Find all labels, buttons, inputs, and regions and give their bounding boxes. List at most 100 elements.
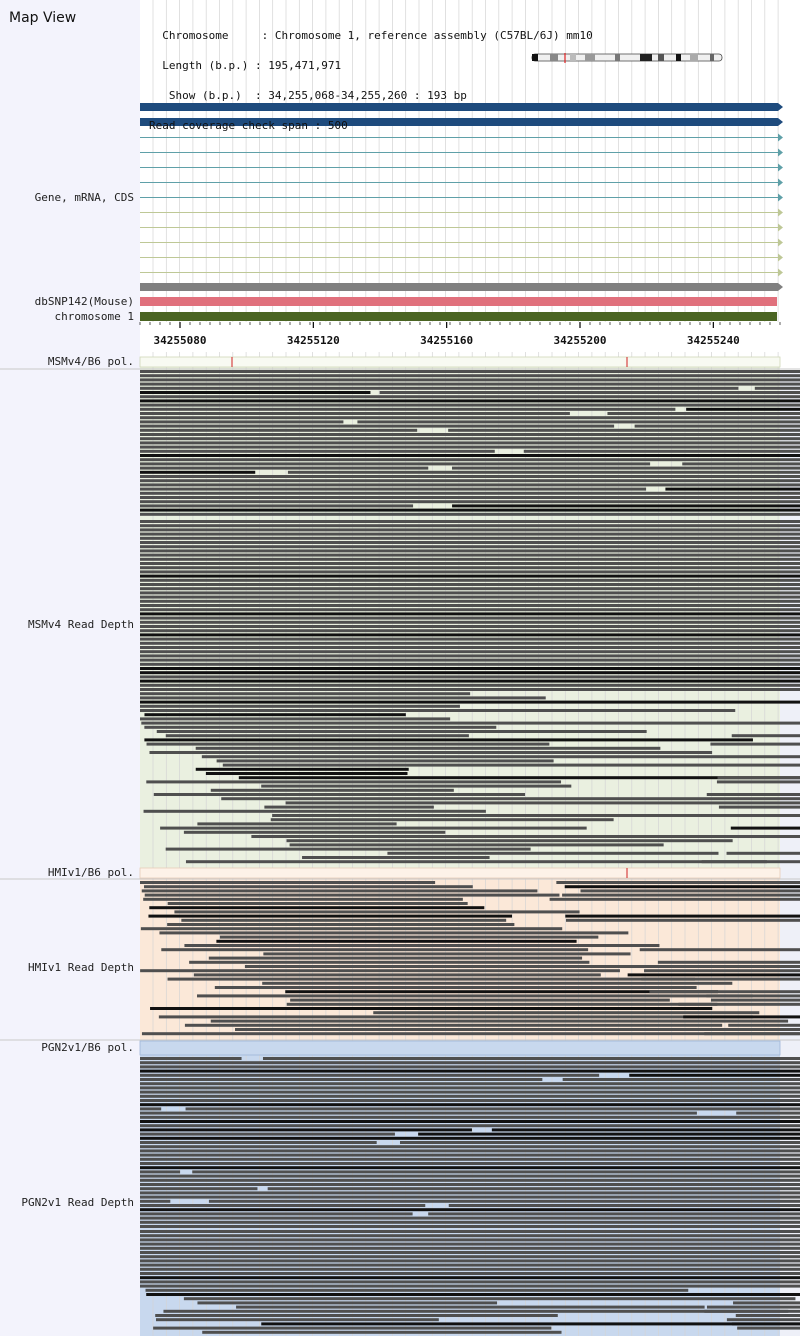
msm-top-read bbox=[140, 433, 800, 436]
msm-top-read bbox=[452, 504, 800, 508]
ideogram-band bbox=[615, 54, 620, 61]
pgn-lower-reads bbox=[140, 1230, 800, 1334]
msm-top-read bbox=[140, 512, 800, 516]
hmi-read bbox=[210, 1019, 789, 1023]
chromosome-ideogram[interactable] bbox=[530, 53, 730, 63]
msm-lower-read bbox=[140, 570, 800, 574]
msm-top-read bbox=[140, 483, 800, 487]
pgn-top-read bbox=[736, 1111, 800, 1115]
feature-strand-arrow bbox=[778, 193, 783, 202]
hmi-read bbox=[149, 906, 485, 910]
pgn-top-read bbox=[140, 1166, 800, 1170]
ideogram-band bbox=[676, 54, 681, 61]
hmi-read bbox=[141, 1032, 800, 1036]
pgn-lower-read bbox=[140, 1234, 800, 1238]
msm-top-read bbox=[754, 386, 800, 390]
gene-feature-9 bbox=[140, 242, 778, 243]
pgn-top-read bbox=[140, 1111, 697, 1115]
pgn-top-read bbox=[140, 1195, 800, 1199]
msm-lower-read bbox=[140, 591, 800, 595]
msm-lower-read bbox=[272, 814, 786, 817]
feature-strand-arrow bbox=[778, 223, 783, 232]
msm-top-read bbox=[140, 475, 800, 478]
msm-lower-read bbox=[140, 583, 800, 586]
msm-top-read bbox=[140, 504, 414, 508]
msm-top-read bbox=[448, 428, 800, 432]
msm-lower-read bbox=[140, 549, 800, 553]
pgn-lower-read bbox=[155, 1314, 558, 1317]
msm-lower-read bbox=[195, 746, 661, 750]
hmi-read bbox=[549, 897, 800, 901]
track-label-hmi-depth: HMIv1 Read Depth bbox=[28, 961, 134, 974]
hmi-read bbox=[197, 994, 753, 998]
feature-strand-arrow bbox=[778, 268, 783, 277]
gene-feature-6 bbox=[140, 197, 778, 198]
msm-top-read bbox=[686, 407, 800, 411]
msm-lower-read bbox=[185, 860, 767, 864]
pgn-top-read bbox=[140, 1128, 472, 1132]
info-row-show: Show (b.p.) : 34,255,068-34,255,260 : 19… bbox=[149, 89, 467, 102]
msm-lower-read bbox=[140, 528, 800, 532]
pgn-top-read bbox=[140, 1183, 800, 1186]
feature-strand-arrow bbox=[778, 178, 783, 187]
pgn-lower-read bbox=[140, 1267, 800, 1271]
pgn-lower-read bbox=[140, 1280, 800, 1284]
pgn-top-read bbox=[428, 1212, 800, 1216]
pgn-lower-read bbox=[733, 1301, 800, 1305]
msm-lower-read bbox=[140, 520, 800, 523]
feature-strand-arrow bbox=[778, 148, 783, 157]
msm-top-read bbox=[140, 403, 800, 407]
msm-lower-read bbox=[726, 851, 800, 855]
pgn-top-read bbox=[140, 1145, 800, 1149]
hmi-reads bbox=[140, 881, 800, 1036]
msm-lower-read bbox=[140, 532, 800, 536]
msm-lower-read bbox=[146, 780, 562, 784]
pgn-lower-read bbox=[163, 1309, 789, 1313]
msm-lower-read bbox=[718, 805, 800, 809]
msm-top-read bbox=[140, 449, 495, 453]
msm-lower-read bbox=[140, 553, 800, 557]
msm-top-read bbox=[140, 412, 570, 415]
pgn-top-read bbox=[140, 1212, 413, 1216]
msm-top-read bbox=[287, 470, 800, 474]
pgn-top-read bbox=[262, 1057, 800, 1060]
hmi-read bbox=[159, 931, 629, 935]
pgn-top-read bbox=[140, 1136, 800, 1140]
pgn-top-read bbox=[208, 1199, 800, 1203]
ruler-tick-label-2: 34255160 bbox=[420, 334, 473, 347]
region-info: Chromosome : Chromosome 1, reference ass… bbox=[149, 11, 593, 141]
hmi-read bbox=[189, 960, 590, 964]
msm-lower-read bbox=[140, 566, 800, 570]
msm-lower-read bbox=[140, 667, 800, 670]
msm-lower-read bbox=[140, 587, 800, 591]
msm-lower-read bbox=[165, 734, 469, 738]
msm-lower-read bbox=[289, 843, 664, 847]
pgn-top-read bbox=[140, 1204, 426, 1207]
msm-top-read bbox=[140, 454, 800, 457]
msm-lower-read bbox=[140, 679, 800, 683]
gene-feature-1 bbox=[140, 118, 778, 126]
pgn-lower-read bbox=[140, 1255, 800, 1259]
ruler-background bbox=[140, 322, 780, 352]
hmi-read bbox=[565, 918, 800, 922]
msm-top-read bbox=[140, 462, 651, 466]
msm-top-read bbox=[523, 449, 800, 453]
pgn-top-read bbox=[140, 1107, 162, 1111]
hmi-read bbox=[150, 1007, 713, 1010]
pgn-top-read bbox=[140, 1061, 800, 1065]
msm-top-read bbox=[140, 479, 800, 483]
msm-lower-read bbox=[160, 826, 587, 830]
pgn-top-read bbox=[418, 1132, 800, 1136]
msm-lower-read bbox=[730, 826, 800, 830]
ideogram-band bbox=[658, 54, 664, 61]
pgn-lower-read bbox=[155, 1318, 439, 1322]
pgn-lower-read bbox=[140, 1276, 800, 1280]
msm-top-read bbox=[607, 412, 800, 415]
msm-lower-read bbox=[285, 801, 800, 805]
msm-lower-read bbox=[701, 814, 800, 817]
msm-top-read bbox=[140, 437, 800, 441]
hmi-read bbox=[683, 1015, 800, 1019]
msm-top-read bbox=[452, 466, 800, 470]
msm-lower-read bbox=[727, 835, 800, 838]
